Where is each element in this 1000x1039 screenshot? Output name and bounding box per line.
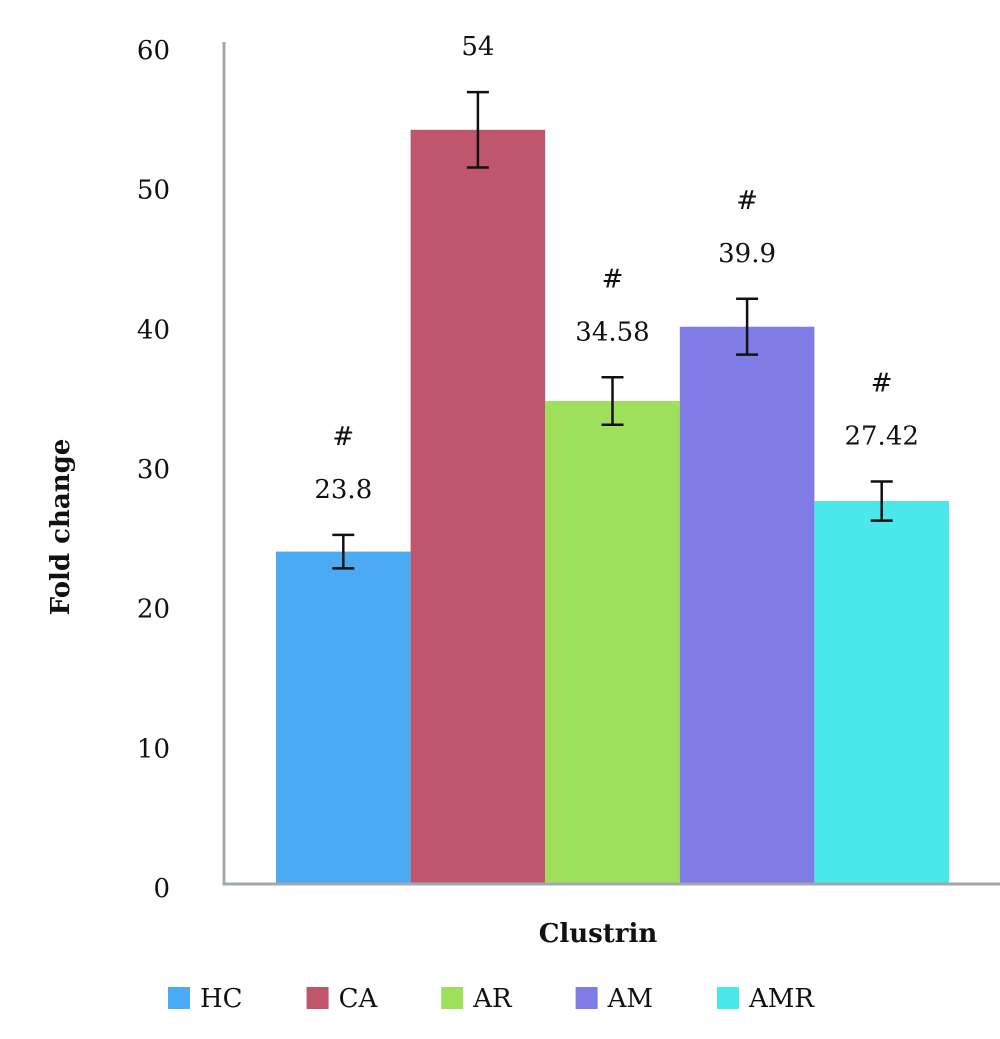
data-label: 54 [461,32,494,62]
y-tick-label: 30 [137,455,170,485]
y-tick-label: 0 [153,874,170,904]
legend-swatch [168,987,190,1009]
data-label: 23.8 [314,475,372,505]
legend-label: AMR [748,984,815,1014]
annotation: # [602,264,624,294]
y-tick-label: 40 [137,315,170,345]
data-label: 27.42 [844,421,918,451]
legend-swatch [306,987,329,1009]
legend-swatch [441,987,464,1009]
legend-label: CA [339,984,379,1014]
x-tick-label: Clustrin [539,919,658,949]
y-tick-label: 10 [137,734,170,764]
data-label: 39.9 [718,239,776,269]
y-tick-label: 60 [137,36,170,66]
bar [814,501,949,884]
annotation: # [332,422,354,452]
bar [545,401,680,884]
legend-label: HC [200,984,243,1014]
annotation: # [871,368,893,398]
y-tick-label: 20 [137,595,170,625]
y-tick-label: 50 [137,176,170,206]
legend-label: AR [472,984,513,1014]
data-label: 34.58 [575,317,649,347]
legend-label: AM [607,984,653,1014]
annotation: # [736,186,758,216]
legend-swatch [575,987,598,1009]
legend-swatch [717,987,740,1009]
bar [276,551,411,884]
bar [410,129,546,885]
bar [679,326,815,885]
y-axis-label: Fold change [46,439,76,616]
